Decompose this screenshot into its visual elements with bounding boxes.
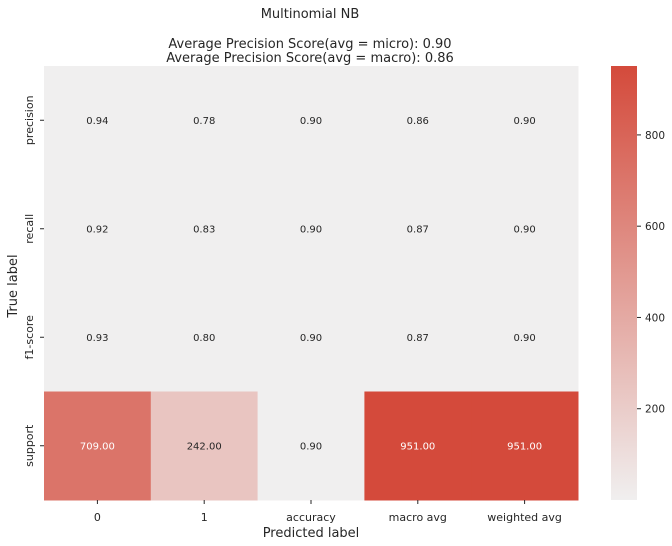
x-tick-label: accuracy <box>286 511 336 524</box>
heatmap-cell <box>257 174 365 284</box>
colorbar-tick-label: 800 <box>645 130 665 142</box>
cell-value-label: 951.00 <box>507 441 542 452</box>
heatmap-cell <box>150 174 259 284</box>
heatmap-cell <box>364 391 472 501</box>
y-tick-label: precision <box>23 95 36 145</box>
chart-title-line-1: Multinomial NB <box>261 7 360 22</box>
cell-value-label: 0.90 <box>513 116 535 127</box>
cell-value-label: 0.86 <box>407 116 429 127</box>
y-axis-label: True label <box>6 254 21 318</box>
colorbar-tick-label: 600 <box>645 221 665 233</box>
colorbar-tick-label: 400 <box>645 312 665 324</box>
x-axis-label: Predicted label <box>263 526 360 541</box>
cell-value-label: 0.92 <box>86 224 108 235</box>
heatmap-cell <box>364 174 472 284</box>
y-tick-label: support <box>23 424 36 467</box>
heatmap-cell <box>471 391 579 501</box>
colorbar <box>611 66 637 500</box>
heatmap-cell <box>364 66 472 175</box>
x-tick-label: 0 <box>94 511 101 524</box>
chart-title-line-3: Average Precision Score(avg = micro): 0.… <box>168 37 451 52</box>
cell-value-label: 0.87 <box>407 224 429 235</box>
cell-value-label: 0.90 <box>300 224 322 235</box>
heatmap-cell <box>44 66 152 175</box>
heatmap-cell <box>44 174 152 284</box>
cell-value-label: 0.93 <box>86 333 108 344</box>
cell-value-label: 242.00 <box>187 441 222 452</box>
x-tick-label: macro avg <box>389 511 447 524</box>
cell-value-label: 0.94 <box>86 116 108 127</box>
x-tick-labels: 0 1 accuracy macro avg weighted avg <box>94 500 562 524</box>
heatmap-cell <box>471 66 579 175</box>
heatmap-cell <box>150 391 259 501</box>
y-tick-labels: precision recall f1-score support <box>23 95 44 467</box>
cell-value-label: 0.87 <box>407 333 429 344</box>
colorbar-ticks: 200 400 600 800 <box>637 130 665 416</box>
heatmap-cell <box>471 283 579 392</box>
chart-title-line-4: Average Precision Score(avg = macro): 0.… <box>166 51 454 66</box>
heatmap-cell <box>471 174 579 284</box>
cell-value-label: 0.80 <box>193 333 215 344</box>
heatmap-cell <box>44 283 152 392</box>
cell-value-label: 0.90 <box>300 441 322 452</box>
heatmap-cell <box>150 66 259 175</box>
heatmap-cell <box>257 283 365 392</box>
heatmap-cell <box>257 66 365 175</box>
heatmap-cell <box>257 391 365 501</box>
cell-value-label: 0.90 <box>300 116 322 127</box>
cell-value-label: 951.00 <box>400 441 435 452</box>
cell-value-label: 709.00 <box>80 441 115 452</box>
y-tick-label: f1-score <box>23 315 36 360</box>
cell-value-label: 0.90 <box>300 333 322 344</box>
heatmap-cells: 0.94 0.78 0.90 0.86 0.90 0.92 0.83 0.90 0.87 0.90… <box>44 66 579 501</box>
cell-value-label: 0.83 <box>193 224 215 235</box>
x-tick-label: 1 <box>201 511 208 524</box>
cell-value-label: 0.78 <box>193 116 215 127</box>
heatmap-cell <box>150 283 259 392</box>
heatmap-cell <box>44 391 152 501</box>
cell-value-label: 0.90 <box>513 333 535 344</box>
x-tick-label: weighted avg <box>487 511 562 524</box>
y-tick-label: recall <box>23 214 36 244</box>
heatmap-cell <box>364 283 472 392</box>
colorbar-tick-label: 200 <box>645 404 665 416</box>
cell-value-label: 0.90 <box>513 224 535 235</box>
